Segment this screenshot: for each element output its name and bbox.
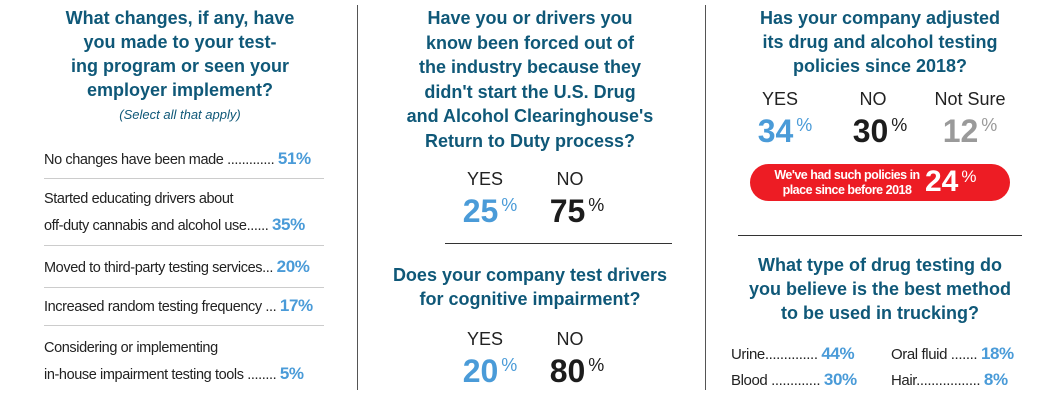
method-hair: Hair................. 8% [891,370,1008,389]
answer-value: 20% [462,353,518,389]
answer-label: NO [556,169,584,189]
answer-value: 30% [852,113,908,149]
question-policy-adjusted: Has your company adjusted its drug and al… [759,8,1001,76]
divider [738,235,1022,236]
divider [44,287,324,288]
pre-2018-policy-badge: We've had such policies in place since be… [750,164,1010,201]
answer-label: YES [761,89,799,109]
answer-label: YES [466,329,504,349]
badge-text: We've had such policies in place since be… [774,168,920,197]
answer-value: 80% [549,353,605,389]
heading-line: ing program or seen your [70,56,290,76]
answer-label: YES [466,169,504,189]
answer-label: Not Sure [934,89,1006,109]
list-item: Increased random testing frequency ... 1… [44,296,313,315]
answer-value: 75% [549,193,605,229]
column-divider [705,5,706,390]
divider [445,243,672,244]
list-item: No changes have been made ............. … [44,149,311,168]
answer-value: 34% [757,113,813,149]
answer-label: NO [556,329,584,349]
badge-value: 24% [925,165,977,198]
divider [44,325,324,326]
heading-line: you made to your test- [83,32,277,52]
question-cognitive: Does your company test drivers for cognit… [392,265,668,309]
select-all-note: (Select all that apply) [119,107,241,122]
method-oral-fluid: Oral fluid ....... 18% [891,344,1014,363]
method-urine: Urine.............. 44% [731,344,855,363]
question-best-method: What type of drug testing do you believe … [748,255,1012,323]
list-item: Moved to third-party testing services...… [44,257,310,276]
heading-line: employer implement? [86,80,274,100]
question-testing-changes: What changes, if any, have you made to y… [20,6,340,102]
method-blood: Blood ............. 30% [731,370,857,389]
heading-line: What changes, if any, have [65,8,295,28]
answer-value: 25% [462,193,518,229]
divider [44,178,324,179]
question-forced-out: Have you or drivers you know been forced … [406,8,654,151]
list-item: Considering or implementing in-house impa… [44,340,304,383]
answer-value: 12% [942,113,998,149]
answer-label: NO [859,89,887,109]
divider [44,245,324,246]
column-divider [357,5,358,390]
list-item: Started educating drivers about off-duty … [44,191,305,234]
